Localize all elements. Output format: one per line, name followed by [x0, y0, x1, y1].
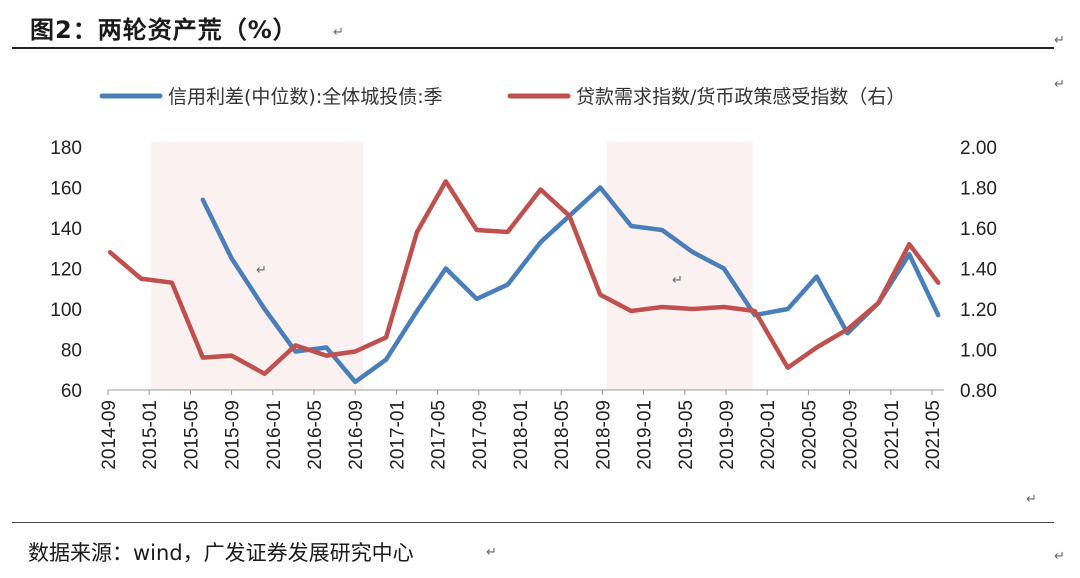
figure-title: 图2：两轮资产荒（%） [30, 16, 298, 44]
title-rule [12, 47, 1054, 49]
paragraph-mark-icon: ↵ [333, 25, 344, 40]
x-tick-label: 2018-05 [552, 400, 573, 470]
legend: 信用利差(中位数):全体城投债:季 贷款需求指数/货币政策感受指数（右） [99, 86, 905, 108]
x-tick-label: 2020-05 [799, 400, 820, 470]
x-tick-label: 2014-09 [99, 400, 120, 470]
left-tick-label: 100 [50, 300, 82, 321]
x-tick-label: 2020-01 [758, 400, 779, 470]
x-tick-label: 2015-09 [223, 400, 244, 470]
right-tick-label: 1.60 [960, 219, 997, 240]
left-axis-ticks: 60 80 100 120 140 160 180 [50, 138, 82, 402]
left-tick-label: 160 [50, 179, 82, 200]
paragraph-mark-icon: ↵ [1026, 492, 1037, 507]
left-tick-label: 60 [61, 381, 82, 402]
x-tick-label: 2019-09 [717, 400, 738, 470]
source-note: 数据来源：wind，广发证券发展研究中心 [28, 541, 414, 565]
x-tick-label: 2019-01 [635, 400, 656, 470]
paragraph-mark-icon: ↵ [1054, 33, 1065, 48]
legend-label-2: 贷款需求指数/货币政策感受指数（右） [576, 86, 905, 108]
x-tick-label: 2016-05 [305, 400, 326, 470]
left-tick-label: 80 [61, 341, 82, 362]
series-line-2 [107, 179, 941, 377]
paragraph-mark-icon: ↵ [1054, 77, 1065, 92]
left-tick-label: 120 [50, 260, 82, 281]
paragraph-mark-icon: ↵ [672, 273, 683, 288]
right-tick-label: 1.40 [960, 260, 997, 281]
x-tick-label: 2015-05 [181, 400, 202, 470]
right-axis-ticks: 0.80 1.00 1.20 1.40 1.60 1.80 2.00 [960, 138, 997, 402]
x-tick-label: 2018-01 [511, 400, 532, 470]
right-tick-label: 1.00 [960, 341, 997, 362]
right-tick-label: 0.80 [960, 381, 997, 402]
x-tick-label: 2016-01 [264, 400, 285, 470]
right-tick-label: 1.80 [960, 179, 997, 200]
x-tick-label: 2021-01 [882, 400, 903, 470]
x-tick-label: 2020-09 [841, 400, 862, 470]
left-tick-label: 180 [50, 138, 82, 159]
series-lines [107, 179, 941, 385]
legend-label-1: 信用利差(中位数):全体城投债:季 [168, 86, 443, 108]
x-tick-label: 2017-01 [387, 400, 408, 470]
paragraph-mark-icon: ↵ [1054, 549, 1065, 564]
x-tick-label: 2017-09 [470, 400, 491, 470]
paragraph-mark-icon: ↵ [486, 545, 497, 560]
x-tick-label: 2021-05 [923, 400, 944, 470]
axes [107, 389, 944, 395]
source-rule [12, 522, 1054, 523]
shaded-periods [151, 142, 753, 390]
x-axis-ticks: 2014-09 2015-01 2015-05 2015-09 2016-01 2016-… [99, 400, 944, 470]
left-tick-label: 140 [50, 219, 82, 240]
x-tick-label: 2018-09 [593, 400, 614, 470]
x-tick-label: 2015-01 [140, 400, 161, 470]
right-tick-label: 1.20 [960, 300, 997, 321]
x-tick-label: 2016-09 [346, 400, 367, 470]
right-tick-label: 2.00 [960, 138, 997, 159]
shaded-period-2 [606, 142, 753, 390]
paragraph-mark-icon: ↵ [256, 263, 267, 278]
x-tick-label: 2019-05 [676, 400, 697, 470]
x-tick-label: 2017-05 [429, 400, 450, 470]
